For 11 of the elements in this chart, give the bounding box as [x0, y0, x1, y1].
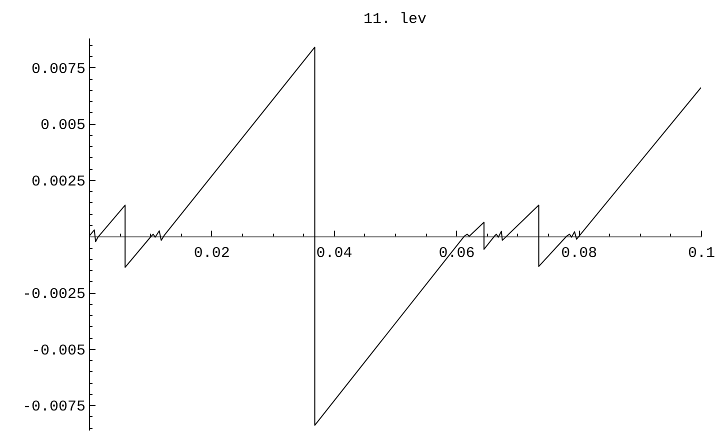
- x-tick-label: 0.1: [688, 244, 716, 262]
- y-tick-label: -0.005: [31, 342, 86, 360]
- x-tick-label: 0.08: [561, 244, 598, 262]
- y-tick-label: 0.005: [40, 117, 86, 134]
- chart-title: 11. lev: [363, 10, 427, 28]
- y-tick-label: -0.0025: [22, 286, 86, 304]
- x-tick-label: 0.02: [194, 244, 230, 262]
- y-tick-label: 0.0075: [31, 60, 86, 78]
- y-tick-label: -0.0075: [22, 398, 86, 416]
- x-tick-label: 0.04: [316, 244, 352, 262]
- y-tick-label: 0.0025: [31, 173, 86, 190]
